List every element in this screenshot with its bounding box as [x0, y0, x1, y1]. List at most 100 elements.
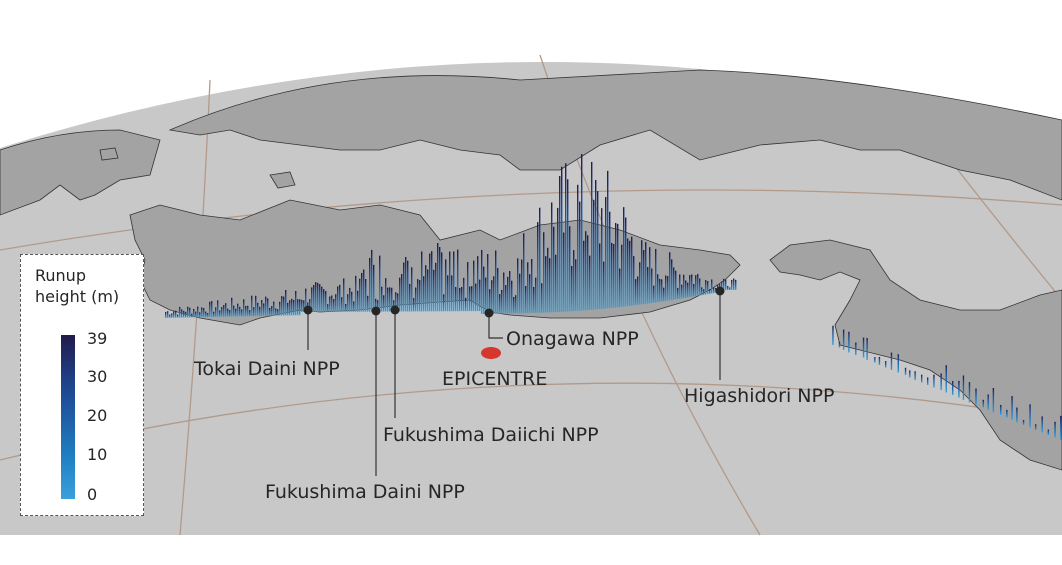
runup-bar [695, 275, 697, 297]
runup-bar [515, 295, 517, 314]
runup-bar [417, 279, 419, 312]
runup-bar [1054, 421, 1056, 438]
runup-bar [203, 308, 205, 318]
runup-bar [731, 279, 733, 290]
runup-bar [465, 297, 467, 312]
runup-bar [273, 301, 275, 316]
onagawa-marker [484, 308, 494, 318]
runup-bar [367, 295, 369, 312]
runup-bar [171, 313, 173, 318]
runup-bar [249, 310, 251, 317]
leader-lines [307, 291, 721, 476]
runup-bar [317, 282, 319, 312]
runup-bar [443, 294, 445, 312]
runup-bar [349, 287, 351, 312]
mainland-left [0, 129, 161, 216]
runup-bar [179, 306, 181, 318]
runup-bar [447, 275, 449, 312]
runup-bar [521, 259, 523, 314]
runup-bar [471, 286, 473, 312]
runup-bar [909, 370, 911, 378]
runup-bar [573, 250, 575, 312]
runup-bar [669, 252, 671, 301]
runup-bar [1060, 415, 1062, 440]
runup-bar [313, 284, 315, 312]
runup-bar [479, 279, 481, 312]
runup-bar [497, 268, 499, 314]
runup-bar [481, 249, 483, 314]
runup-bar [563, 232, 565, 312]
runup-bar [1016, 407, 1018, 423]
runup-bar [369, 257, 371, 312]
runup-bar [613, 243, 615, 308]
runup-bar [353, 301, 355, 312]
label-tokai: Tokai Daini NPP [193, 358, 340, 380]
runup-bar [543, 232, 545, 313]
runup-bar [727, 285, 729, 290]
mainland-top [168, 69, 1062, 201]
runup-bar [507, 276, 509, 314]
runup-bar [671, 259, 673, 301]
runup-bar [659, 278, 661, 302]
runup-bar [199, 312, 201, 318]
runup-bar [567, 179, 569, 312]
runup-bar [223, 305, 225, 317]
runup-bar [709, 289, 711, 294]
runup-bar [409, 283, 411, 312]
runup-bar [501, 289, 503, 314]
runup-bar [347, 294, 349, 312]
runup-bar [377, 300, 379, 312]
runup-bar [523, 233, 525, 314]
runup-bar [647, 267, 649, 304]
runup-bar [485, 277, 487, 314]
runup-bar [890, 352, 893, 370]
runup-bar [729, 287, 731, 290]
runup-bar [958, 380, 960, 398]
runup-bar [539, 207, 541, 313]
runup-bar [435, 262, 437, 312]
runup-bar [445, 259, 447, 312]
runup-bar [499, 294, 501, 314]
runup-bar [281, 296, 283, 316]
runup-bar [257, 302, 259, 317]
runup-bar [493, 276, 495, 314]
runup-bar [483, 266, 485, 314]
runup-bar [711, 279, 713, 294]
runup-bar [381, 286, 383, 312]
runup-bar [848, 331, 850, 353]
runup-legend: Runup height (m) 39 30 20 10 0 [20, 254, 144, 516]
runup-bar [343, 278, 345, 312]
runup-bar [653, 285, 655, 303]
runup-bar [227, 308, 229, 317]
runup-bar [525, 285, 527, 314]
runup-bar [275, 308, 277, 316]
runup-bar [299, 299, 301, 316]
runup-bar [611, 242, 613, 308]
runup-bar [575, 259, 577, 311]
runup-bar [247, 305, 249, 317]
runup-bar [597, 191, 599, 310]
runup-bar [945, 365, 947, 393]
runup-bar [605, 197, 607, 309]
runup-bar [241, 309, 243, 317]
runup-bar [449, 251, 451, 312]
runup-bar [982, 399, 984, 408]
runup-bar [215, 307, 217, 317]
runup-bar [559, 175, 561, 312]
runup-bar [495, 250, 497, 314]
runup-bar [1022, 419, 1025, 425]
runup-bar [365, 279, 367, 312]
runup-bar [687, 282, 689, 298]
runup-bar [315, 282, 317, 312]
runup-bar [193, 308, 195, 318]
legend-tick-20: 20 [87, 406, 108, 425]
runup-bar [1047, 429, 1050, 435]
runup-bar [585, 231, 587, 311]
runup-bar [221, 307, 223, 317]
label-higashidori: Higashidori NPP [684, 385, 834, 407]
runup-bar [271, 306, 273, 316]
island-2 [99, 147, 119, 161]
legend-title-line1: Runup [35, 266, 86, 285]
runup-bar [391, 287, 393, 312]
runup-bar [565, 163, 567, 312]
